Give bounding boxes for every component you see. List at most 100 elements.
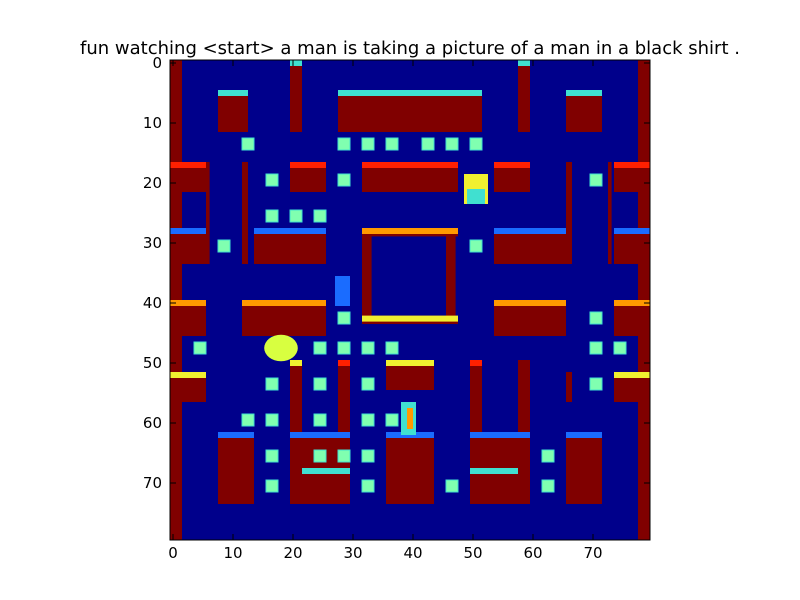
- wall-edge: [362, 162, 458, 168]
- pellet: [265, 413, 279, 427]
- x-tick-label: 0: [168, 544, 178, 562]
- pellet: [385, 413, 399, 427]
- pellets: [193, 137, 627, 493]
- x-tick-label: 70: [583, 544, 602, 562]
- y-tick-label: 50: [143, 354, 162, 372]
- wall-edge: [470, 360, 482, 366]
- ghost-blue-sprite: [335, 276, 350, 306]
- y-tick-label: 20: [143, 174, 162, 192]
- wall-block: [566, 90, 602, 132]
- pellet: [265, 173, 279, 187]
- wall-edge: [290, 60, 302, 66]
- sprites: [264, 174, 488, 435]
- axes-frame: [169, 59, 651, 541]
- wall-block: [290, 60, 302, 132]
- wall-block: [290, 360, 302, 432]
- wall-edge: [218, 90, 248, 96]
- wall-block: [338, 360, 350, 432]
- pellet: [337, 173, 351, 187]
- x-tick-label: 20: [283, 544, 302, 562]
- wall-edge: [614, 228, 650, 234]
- y-tick-label: 60: [143, 414, 162, 432]
- x-tick-label: 30: [343, 544, 362, 562]
- wall-edge: [494, 300, 566, 306]
- wall-edge: [362, 228, 458, 234]
- wall-edge: [566, 90, 602, 96]
- pellet: [361, 341, 375, 355]
- wall-edge: [290, 162, 326, 168]
- wall-block: [566, 372, 572, 402]
- pellet: [289, 209, 303, 223]
- x-axis: 0 10 20 30 40 50 60 70: [168, 60, 603, 562]
- pellet: [337, 449, 351, 463]
- pellet: [541, 449, 555, 463]
- pellet: [265, 377, 279, 391]
- pellet: [313, 209, 327, 223]
- pellet: [337, 311, 351, 325]
- wall-edge: [470, 468, 518, 474]
- pellet: [361, 137, 375, 151]
- pellet: [337, 341, 351, 355]
- wall-edge: [170, 372, 206, 378]
- wall-block: [608, 162, 612, 264]
- wall-block: [566, 162, 572, 264]
- pellet: [613, 341, 627, 355]
- wall-block: [218, 90, 248, 132]
- pellet: [361, 377, 375, 391]
- wall-edge: [614, 372, 650, 378]
- pellet: [241, 137, 255, 151]
- wall-edge: [494, 228, 566, 234]
- pellet: [541, 479, 555, 493]
- wall-edge: [614, 162, 650, 168]
- ghost-yellow-sprite: [464, 174, 488, 204]
- y-tick-label: 30: [143, 234, 162, 252]
- pellet: [241, 413, 255, 427]
- pellet: [361, 449, 375, 463]
- y-axis: 0 10 20 30 40 50 60 70: [143, 54, 650, 492]
- pellet: [361, 413, 375, 427]
- pellet: [313, 413, 327, 427]
- wall-block: [470, 360, 482, 432]
- y-tick-label: 70: [143, 474, 162, 492]
- wall-edge: [494, 162, 530, 168]
- wall-edge: [290, 360, 302, 366]
- wall-edge: [386, 360, 434, 366]
- pellet: [337, 137, 351, 151]
- x-tick-label: 40: [403, 544, 422, 562]
- figure-title: fun watching <start> a man is taking a p…: [80, 38, 740, 59]
- pellet: [313, 449, 327, 463]
- pellet: [589, 341, 603, 355]
- game-board: [170, 60, 650, 540]
- wall-block: [446, 228, 456, 324]
- wall-edge: [170, 162, 206, 168]
- wall-edge: [470, 432, 530, 438]
- wall-block: [518, 360, 530, 432]
- pellet: [265, 449, 279, 463]
- pellet: [445, 479, 459, 493]
- pellet: [469, 239, 483, 253]
- wall-edge: [566, 432, 602, 438]
- pellet: [313, 341, 327, 355]
- ghost-cyan-sprite: [401, 402, 416, 435]
- pellet: [589, 173, 603, 187]
- wall-block: [242, 162, 248, 264]
- wall-edge: [338, 90, 482, 96]
- x-tick-label: 60: [523, 544, 542, 562]
- wall-edge: [518, 60, 530, 66]
- wall-edge: [242, 300, 326, 306]
- wall-edge: [170, 300, 206, 306]
- pellet: [265, 479, 279, 493]
- pellet: [385, 341, 399, 355]
- y-tick-label: 0: [152, 54, 162, 72]
- pellet: [469, 137, 483, 151]
- pellet: [217, 239, 231, 253]
- wall-edge: [218, 432, 254, 438]
- pellet: [589, 377, 603, 391]
- wall-block: [206, 162, 210, 264]
- pellet: [361, 479, 375, 493]
- pellet: [265, 209, 279, 223]
- pellet: [445, 137, 459, 151]
- wall-edge: [170, 228, 206, 234]
- wall-block: [566, 432, 602, 504]
